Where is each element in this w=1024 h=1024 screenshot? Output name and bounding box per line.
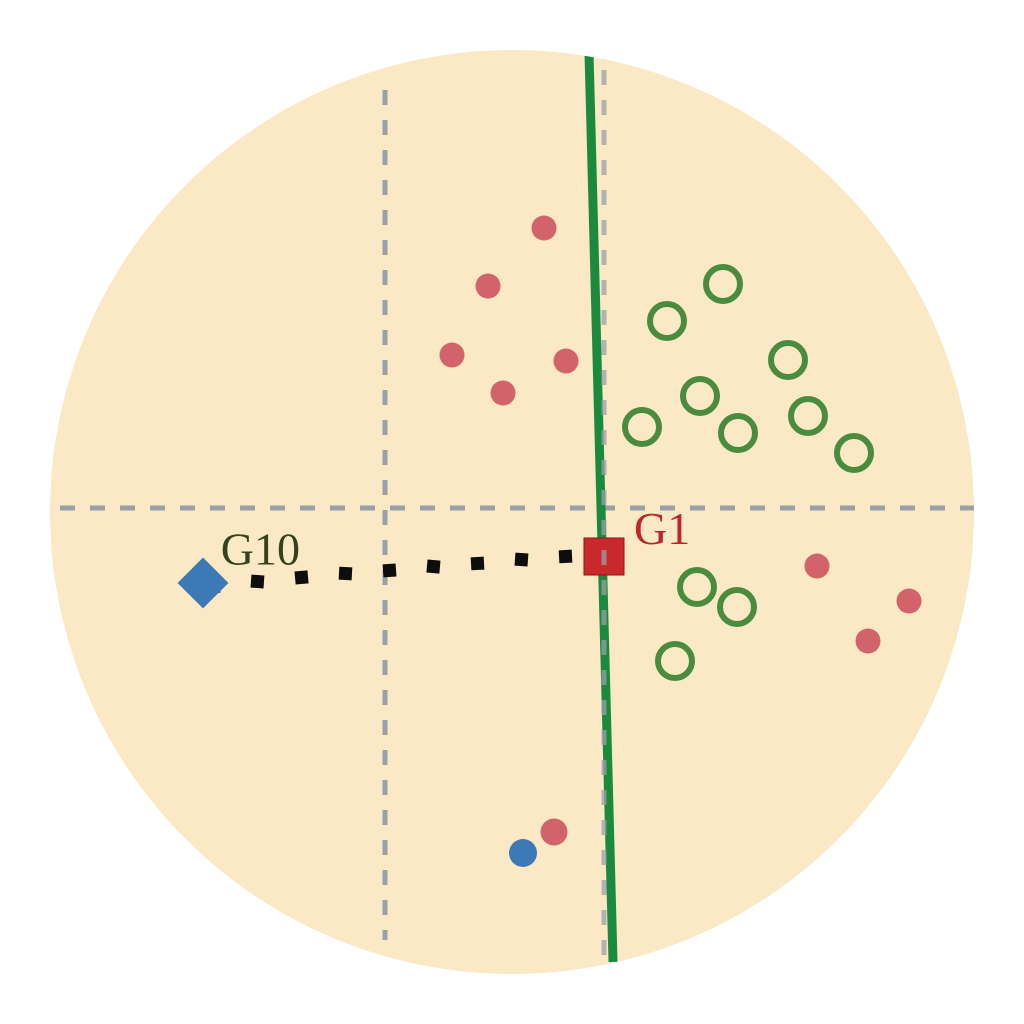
svg-text:G1: G1 [634, 503, 690, 554]
svg-text:G10: G10 [221, 524, 300, 575]
